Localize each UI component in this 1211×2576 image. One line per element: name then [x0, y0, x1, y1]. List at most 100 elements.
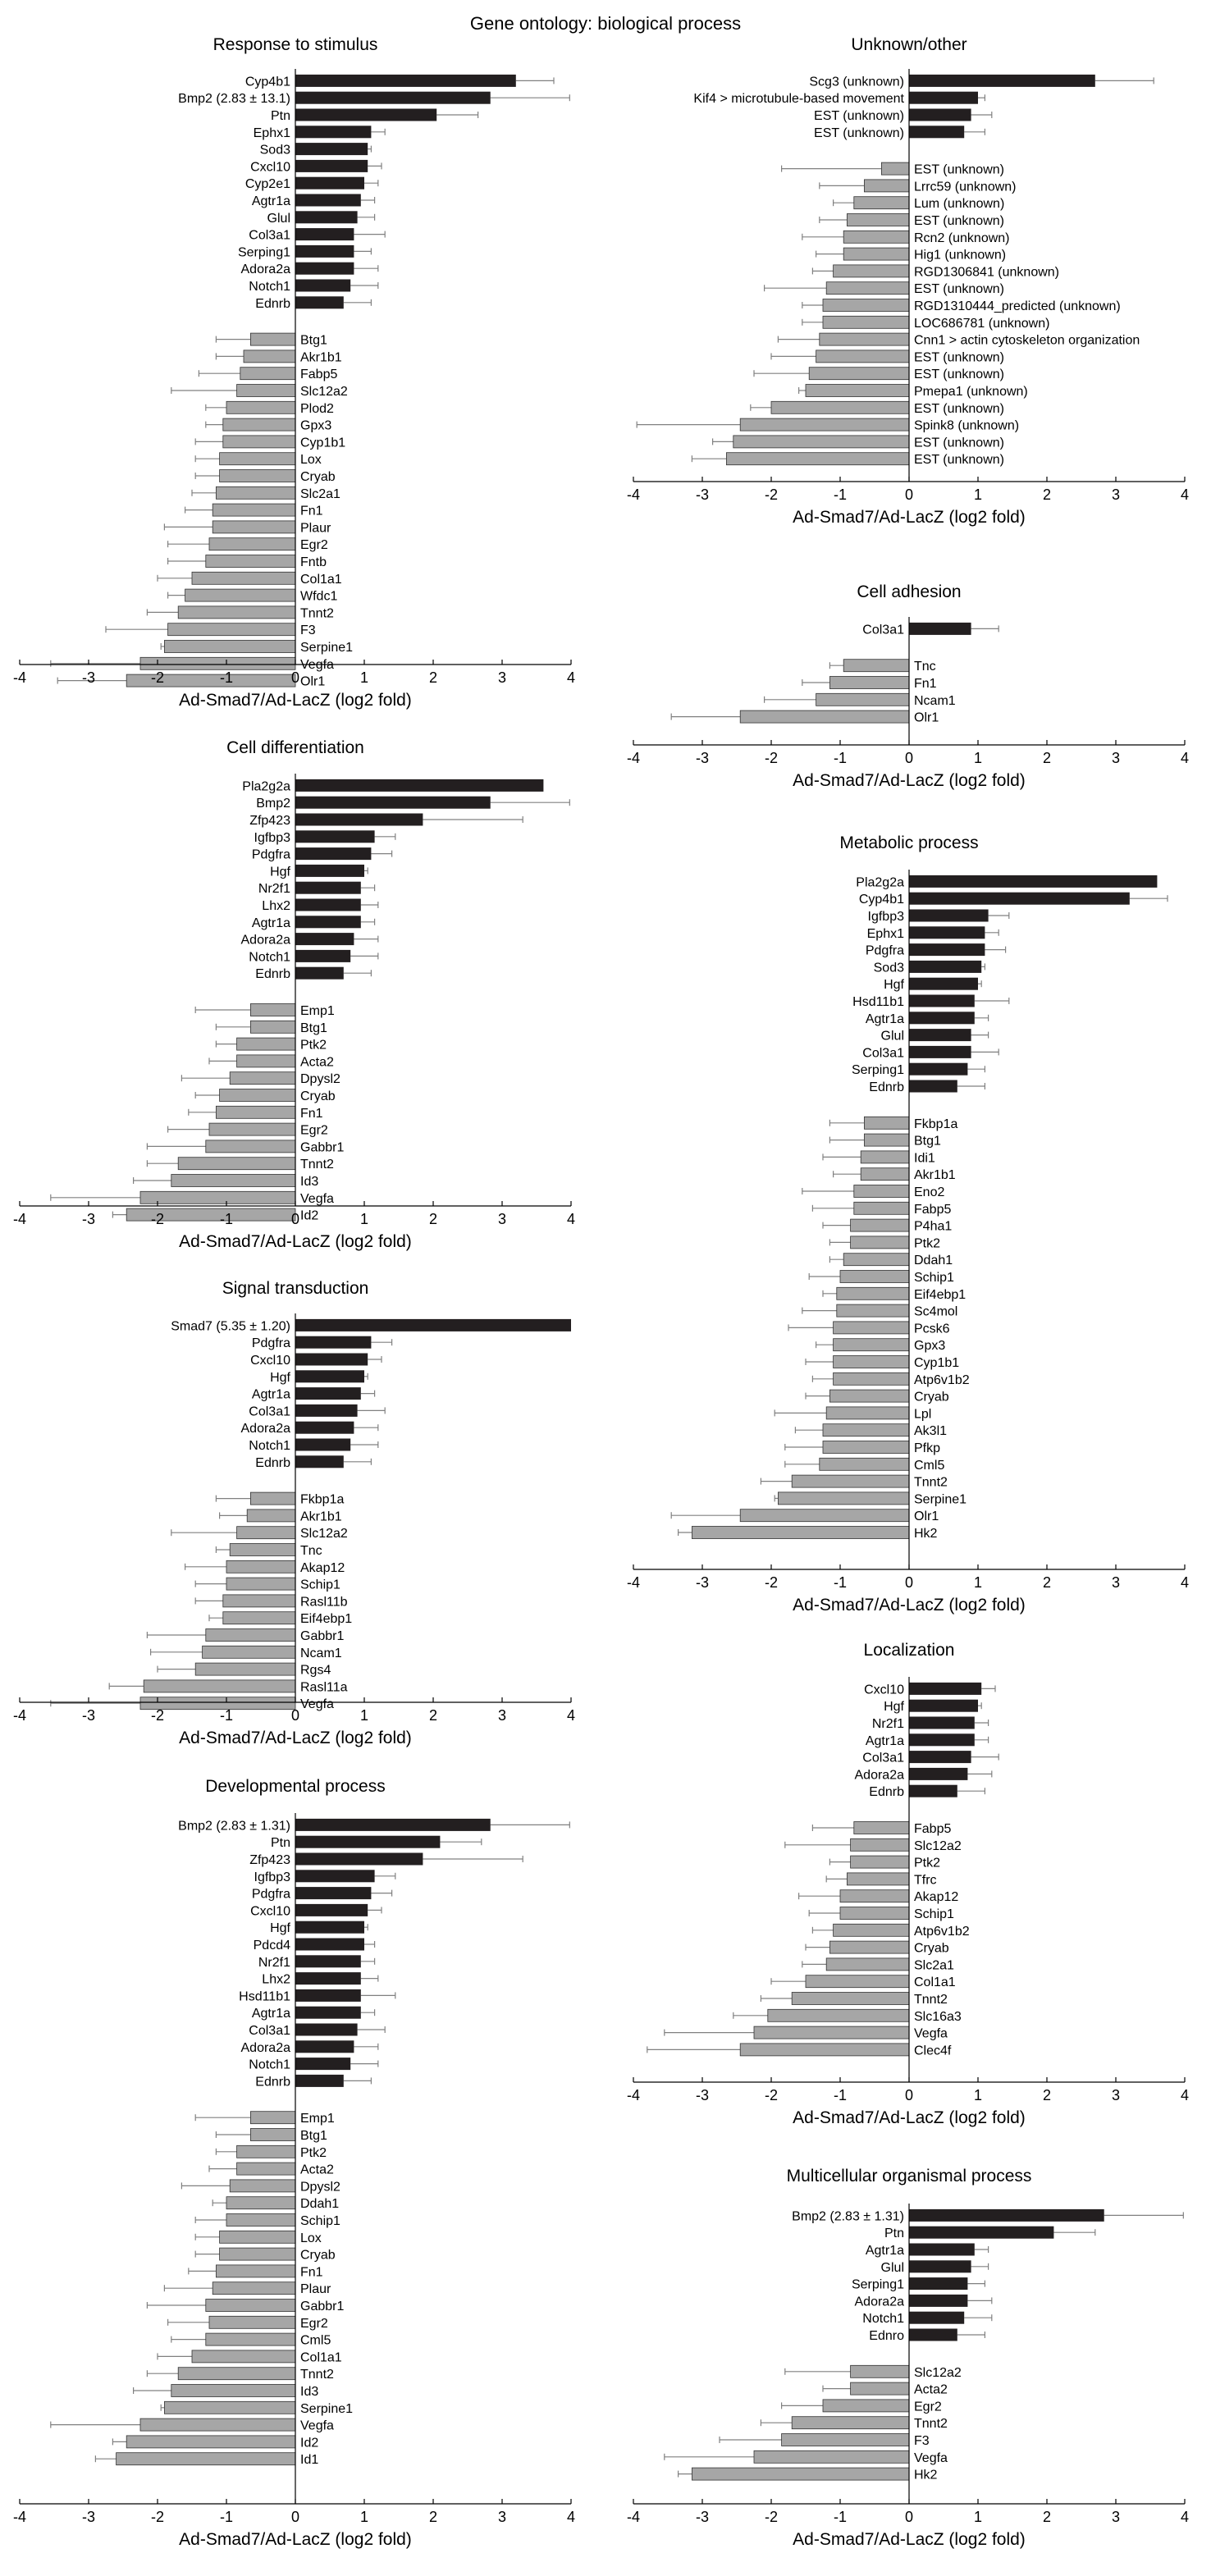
- bar-up: [909, 960, 982, 973]
- bar-down: [240, 367, 296, 381]
- bar-down: [185, 588, 296, 602]
- bar-label: Gabbr1: [300, 1629, 344, 1643]
- bar-up: [295, 1438, 351, 1451]
- bar-label: Pcsk6: [914, 1322, 950, 1336]
- bar-down: [177, 2367, 296, 2381]
- bar-label: Fabp5: [914, 1203, 951, 1217]
- bar-up: [295, 211, 358, 224]
- bar-up: [295, 143, 368, 156]
- bar-label: Ptk2: [300, 2146, 327, 2160]
- bar-down: [733, 435, 910, 449]
- x-tick-label: -3: [696, 2087, 709, 2103]
- panel-title: Signal transduction: [222, 1279, 369, 1298]
- bar-up: [295, 864, 364, 877]
- bar-up: [295, 1370, 364, 1383]
- bar-label: Pla2g2a: [242, 779, 290, 793]
- bar-down: [850, 2364, 910, 2378]
- x-tick-label: 2: [429, 2509, 437, 2525]
- x-tick-label: 1: [974, 1574, 982, 1591]
- bar-label: Agtr1a: [252, 916, 290, 930]
- x-tick-label: -1: [220, 1707, 233, 1724]
- bar-up: [295, 1421, 354, 1434]
- bar-label: Col3a1: [249, 2024, 290, 2038]
- bar-down: [205, 555, 296, 568]
- bar-label: Gpx3: [300, 419, 331, 433]
- bar-label: Ak3l1: [914, 1424, 947, 1438]
- bar-down: [816, 692, 910, 706]
- x-tick-label: -3: [82, 1211, 95, 1227]
- bar-down: [229, 2179, 296, 2193]
- bar-label: Atp6v1b2: [914, 1373, 970, 1387]
- bar-down: [249, 2111, 296, 2125]
- x-tick-label: 4: [1181, 2509, 1189, 2525]
- x-tick-label: 0: [291, 669, 299, 686]
- bar-down: [229, 1543, 296, 1556]
- bar-label: Serpine1: [300, 2402, 353, 2416]
- bar-up: [295, 1938, 364, 1951]
- x-tick-label: -3: [696, 2509, 709, 2525]
- bar-down: [880, 162, 910, 176]
- bar-label: Hgf: [884, 1700, 904, 1714]
- x-tick-label: -4: [627, 1574, 640, 1591]
- bar-label: RGD1306841 (unknown): [914, 265, 1059, 279]
- x-tick-label: 3: [1112, 2509, 1120, 2525]
- bar-down: [853, 1821, 910, 1834]
- bar-label: Serping1: [852, 1063, 904, 1077]
- bar-down: [191, 2350, 296, 2364]
- bar-label: Agtr1a: [866, 1734, 904, 1748]
- chart-3: Bmp2 (2.83 ± 1.31) Ptn Zfp423 Igfbp3 Pdgfra C…: [13, 1813, 575, 2525]
- bar-label: Col3a1: [862, 1752, 904, 1765]
- bar-down: [833, 1321, 910, 1335]
- bar-down: [171, 1174, 296, 1187]
- bar-up: [295, 1387, 361, 1400]
- bar-down: [791, 1992, 910, 2005]
- bar-label: EST (unknown): [914, 453, 1004, 467]
- bar-label: Fabp5: [300, 368, 337, 381]
- bar-label: Cryab: [300, 2249, 336, 2263]
- bar-up: [909, 892, 1130, 905]
- bar-down: [222, 435, 296, 449]
- bar-down: [829, 1389, 910, 1403]
- bar-label: Cxcl10: [250, 1904, 290, 1918]
- bar-label: Emp1: [300, 2112, 335, 2126]
- bar-up: [295, 779, 544, 792]
- bar-up: [909, 1767, 968, 1780]
- bar-label: Tnnt2: [914, 1476, 948, 1490]
- bar-up: [295, 1353, 368, 1366]
- bar-up: [295, 966, 344, 980]
- bar-label: Akap12: [914, 1890, 958, 1904]
- bar-up: [909, 1045, 971, 1058]
- bar-label: Cryab: [300, 470, 336, 484]
- bar-down: [753, 2450, 910, 2464]
- x-tick-label: -1: [220, 1211, 233, 1227]
- x-tick-label: -2: [151, 669, 164, 686]
- bar-label: Pdgfra: [866, 944, 904, 958]
- bar-down: [863, 179, 910, 193]
- x-tick-label: -2: [151, 1211, 164, 1227]
- bar-up: [295, 1989, 361, 2002]
- bar-down: [805, 384, 910, 397]
- bar-up: [909, 1080, 957, 1093]
- bar-label: Serpine1: [914, 1492, 967, 1506]
- bar-down: [822, 2399, 910, 2413]
- x-tick-label: 0: [905, 750, 913, 766]
- bar-up: [295, 159, 368, 172]
- x-axis-label: Ad-Smad7/Ad-LacZ (log2 fold): [793, 2530, 1026, 2549]
- bar-label: Gabbr1: [300, 2300, 344, 2313]
- bar-up: [909, 2208, 1104, 2222]
- bar-label: Hgf: [270, 1921, 290, 1935]
- bar-label: Bmp2 (2.83 ± 1.31): [792, 2209, 904, 2223]
- bar-label: Serpine1: [300, 641, 353, 655]
- x-tick-label: -4: [13, 1211, 26, 1227]
- bar-down: [833, 1355, 910, 1368]
- bar-label: Adora2a: [241, 934, 291, 948]
- bar-label: Notch1: [249, 2058, 290, 2072]
- x-tick-label: -4: [13, 669, 26, 686]
- bar-down: [212, 2281, 296, 2295]
- x-tick-label: 1: [360, 669, 368, 686]
- bar-label: EST (unknown): [914, 436, 1004, 450]
- bar-label: Pla2g2a: [856, 875, 904, 889]
- bar-label: Glul: [267, 212, 290, 226]
- x-tick-label: 3: [1112, 2087, 1120, 2103]
- x-tick-label: 4: [567, 2509, 575, 2525]
